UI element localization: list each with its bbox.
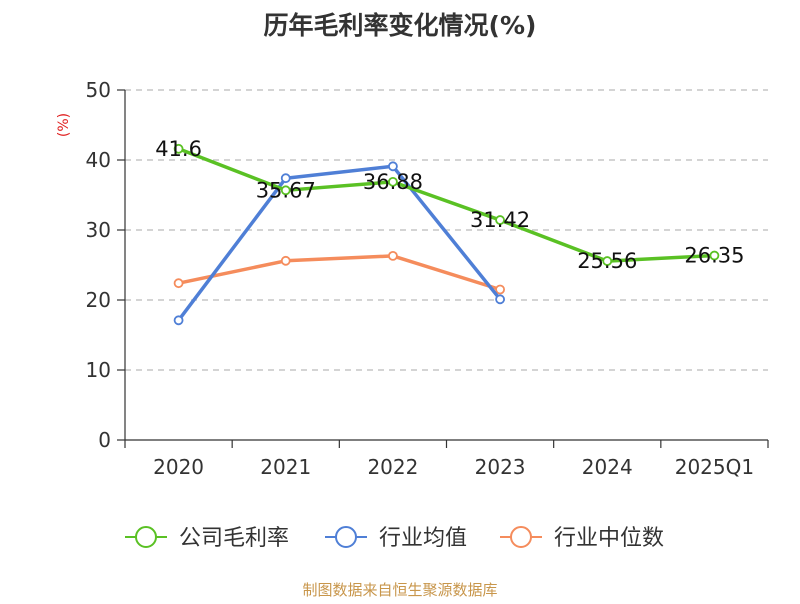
data-point xyxy=(388,176,398,187)
data-label: 41.6 xyxy=(155,137,202,161)
y-axis-label: (%) xyxy=(56,113,72,137)
data-point xyxy=(388,161,398,172)
data-point xyxy=(709,250,720,261)
chart-title: 历年毛利率变化情况(%) xyxy=(264,11,537,40)
data-point xyxy=(173,315,184,326)
data-point xyxy=(602,256,613,266)
data-label: 36.88 xyxy=(363,170,423,194)
data-point xyxy=(280,185,291,196)
y-tick-label: 30 xyxy=(86,218,111,242)
x-tick-label: 2021 xyxy=(260,455,311,479)
y-tick-label: 0 xyxy=(98,428,111,452)
data-label: 25.56 xyxy=(577,249,637,273)
legend-label: 行业中位数 xyxy=(554,526,664,551)
grid-lines xyxy=(125,89,768,371)
y-tick-label: 10 xyxy=(86,358,111,382)
x-tick-label: 2024 xyxy=(582,455,633,479)
series-line-1 xyxy=(176,164,502,323)
legend-marker xyxy=(135,526,157,548)
legend-marker xyxy=(510,526,532,548)
data-label: 31.42 xyxy=(470,208,530,232)
data-point xyxy=(280,255,291,266)
legend-label: 公司毛利率 xyxy=(179,526,289,551)
data-point xyxy=(495,284,505,295)
data-label: 35.67 xyxy=(256,178,316,202)
legend-marker xyxy=(335,526,357,548)
series-lines xyxy=(173,143,720,326)
source-note: 制图数据来自恒生聚源数据库 xyxy=(302,581,497,599)
y-tick-label: 20 xyxy=(86,288,111,312)
data-point xyxy=(173,143,184,154)
y-tick-label: 50 xyxy=(86,78,111,102)
axes: 0 10 20 30 40 50 2020 2021 2022 2023 2024 2025Q1 xyxy=(86,78,769,479)
legend-label: 行业均值 xyxy=(379,526,467,551)
data-point xyxy=(495,294,505,305)
data-point xyxy=(173,278,184,289)
data-point xyxy=(280,173,291,184)
series-line-0 xyxy=(176,147,717,263)
y-tick-label: 40 xyxy=(86,148,111,172)
x-tick-label: 2022 xyxy=(367,455,418,479)
x-tick-label: 2023 xyxy=(475,455,526,479)
data-point xyxy=(495,215,505,225)
data-point xyxy=(388,250,398,261)
data-label: 26.35 xyxy=(684,244,744,268)
data-labels: 41.6 35.67 36.88 31.42 25.56 26.35 xyxy=(155,137,744,273)
x-tick-label: 2025Q1 xyxy=(675,455,754,479)
x-tick-label: 2020 xyxy=(153,455,204,479)
legend: 公司毛利率 行业均值 行业中位数 xyxy=(125,526,664,551)
series-line-2 xyxy=(176,254,502,292)
